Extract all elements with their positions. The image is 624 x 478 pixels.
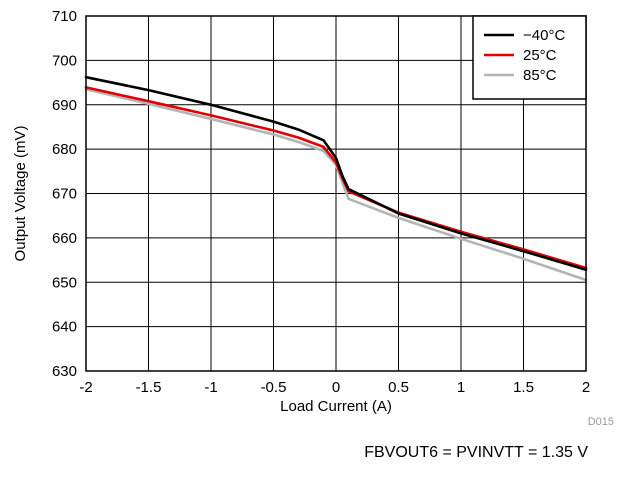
y-tick-label: 660 <box>52 230 77 247</box>
x-tick-label: -1 <box>204 379 217 396</box>
series-line <box>84 86 588 270</box>
legend-box <box>472 15 587 100</box>
y-tick-label: 710 <box>52 8 77 25</box>
legend: −40°C 25°C 85°C <box>472 15 587 100</box>
series-line <box>84 75 588 272</box>
x-tick-label: 0 <box>332 379 340 396</box>
y-tick-label: 690 <box>52 97 77 114</box>
series-lines <box>84 75 588 282</box>
y-tick-label: 650 <box>52 274 77 291</box>
legend-label: −40°C <box>523 27 565 44</box>
y-axis-ticks: 630 640 650 660 670 680 690 700 710 <box>52 8 77 380</box>
x-tick-label: -1.5 <box>136 379 162 396</box>
legend-label: 85°C <box>523 67 557 84</box>
y-tick-label: 630 <box>52 363 77 380</box>
x-tick-label: 2 <box>582 379 590 396</box>
x-axis-ticks: -2 -1.5 -1 -0.5 0 0.5 1 1.5 2 <box>79 379 590 396</box>
x-tick-label: 1.5 <box>513 379 534 396</box>
y-tick-label: 700 <box>52 52 77 69</box>
x-tick-label: 1 <box>457 379 465 396</box>
y-tick-label: 680 <box>52 141 77 158</box>
y-tick-label: 670 <box>52 186 77 203</box>
legend-label: 25°C <box>523 47 557 64</box>
y-tick-label: 640 <box>52 319 77 336</box>
x-tick-label: -0.5 <box>261 379 287 396</box>
figure-code: D015 <box>588 416 614 428</box>
x-tick-label: 0.5 <box>388 379 409 396</box>
condition-note: FBVOUT6 = PVINVTT = 1.35 V <box>364 444 588 461</box>
x-tick-label: -2 <box>79 379 92 396</box>
plot-frame <box>85 15 587 372</box>
y-axis-label: Output Voltage (mV) <box>12 126 29 262</box>
x-axis-label: Load Current (A) <box>280 398 392 415</box>
